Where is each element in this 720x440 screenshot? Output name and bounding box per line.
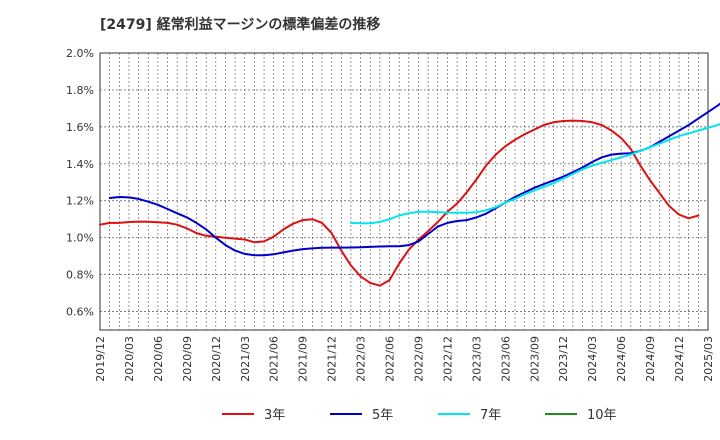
x-tick-label: 2020/12 xyxy=(210,336,223,382)
chart-title: [2479] 経常利益マージンの標準偏差の推移 xyxy=(100,17,381,33)
x-tick-label: 2021/09 xyxy=(297,336,310,382)
y-tick-label: 1.6% xyxy=(66,121,94,134)
y-tick-label: 2.0% xyxy=(66,47,94,60)
y-tick-label: 0.6% xyxy=(66,306,94,319)
x-tick-label: 2021/03 xyxy=(239,336,252,382)
x-tick-label: 2024/06 xyxy=(615,336,628,382)
y-tick-label: 1.4% xyxy=(66,158,94,171)
x-tick-label: 2022/09 xyxy=(412,336,425,382)
x-tick-label: 2024/03 xyxy=(586,336,599,382)
x-tick-label: 2023/06 xyxy=(499,336,512,382)
series-line-7年 xyxy=(349,123,720,225)
x-tick-label: 2021/12 xyxy=(326,336,339,382)
x-tick-label: 2023/03 xyxy=(470,336,483,382)
y-tick-label: 0.8% xyxy=(66,269,94,282)
x-tick-label: 2024/12 xyxy=(673,336,686,382)
legend: 3年 5年 7年 10年 xyxy=(222,408,617,423)
series-lines xyxy=(99,102,720,287)
plot-border xyxy=(99,52,709,331)
x-tick-label: 2021/06 xyxy=(268,336,281,382)
x-tick-label: 2025/03 xyxy=(702,336,715,382)
x-tick-label: 2022/06 xyxy=(384,336,397,382)
x-tick-label: 2022/03 xyxy=(355,336,368,382)
x-axis-ticks: 2019/12 2020/03 2020/06 2020/09 2020/12 2021/… xyxy=(94,336,715,382)
x-tick-label: 2020/09 xyxy=(181,336,194,382)
grid xyxy=(99,52,709,330)
x-tick-label: 2022/12 xyxy=(441,336,454,382)
legend-label: 3年 xyxy=(264,408,285,423)
y-tick-label: 1.8% xyxy=(66,84,94,97)
x-tick-label: 2023/09 xyxy=(528,336,541,382)
plot-frame xyxy=(99,52,709,331)
x-tick-label: 2020/03 xyxy=(123,336,136,382)
y-tick-label: 1.0% xyxy=(66,232,94,245)
series-line-3年 xyxy=(99,119,700,287)
x-tick-label: 2019/12 xyxy=(94,336,107,382)
series-line-5年 xyxy=(108,102,720,257)
legend-label: 7年 xyxy=(480,408,501,423)
x-tick-label: 2020/06 xyxy=(152,336,165,382)
y-axis-ticks: 2.0% 1.8% 1.6% 1.4% 1.2% 1.0% 0.8% 0.6% xyxy=(66,47,94,319)
y-tick-label: 1.2% xyxy=(66,195,94,208)
legend-label: 10年 xyxy=(587,408,617,423)
x-tick-label: 2024/09 xyxy=(644,336,657,382)
legend-label: 5年 xyxy=(372,408,393,423)
x-tick-label: 2023/12 xyxy=(557,336,570,382)
